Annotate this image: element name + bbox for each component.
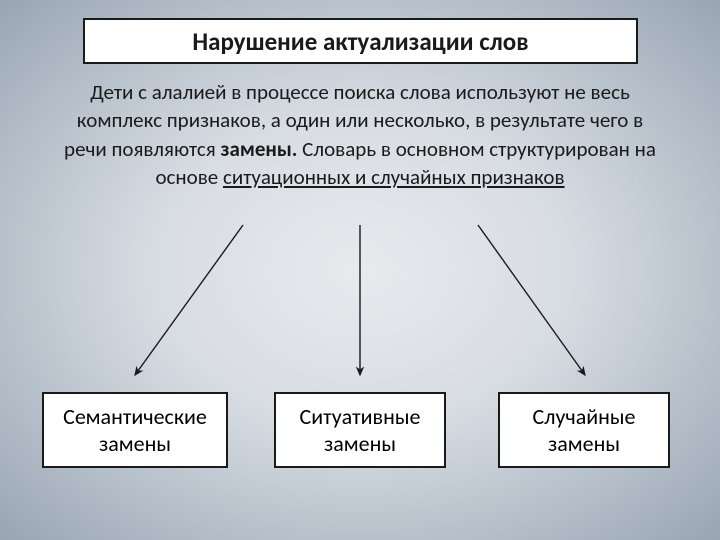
leaf-leaf2: Ситуативныезамены — [274, 392, 446, 468]
leaf-line2: замены — [99, 430, 171, 458]
title-box: Нарушение актуализации слов — [83, 18, 638, 64]
leaf-leaf3: Случайныезамены — [498, 392, 670, 468]
leaf-line1: Семантические — [63, 403, 207, 431]
leaf-line2: замены — [548, 430, 620, 458]
title-text: Нарушение актуализации слов — [192, 26, 528, 57]
leaf-line2: замены — [324, 430, 396, 458]
leaf-line1: Ситуативные — [300, 403, 421, 431]
leaf-line1: Случайные — [532, 403, 635, 431]
description-text: Дети с алалией в процессе поиска слова и… — [64, 79, 656, 190]
arrow-edge — [135, 225, 243, 375]
arrow-edge — [478, 225, 585, 375]
leaf-leaf1: Семантическиезамены — [42, 392, 228, 468]
description-block: Дети с алалией в процессе поиска слова и… — [55, 78, 665, 191]
